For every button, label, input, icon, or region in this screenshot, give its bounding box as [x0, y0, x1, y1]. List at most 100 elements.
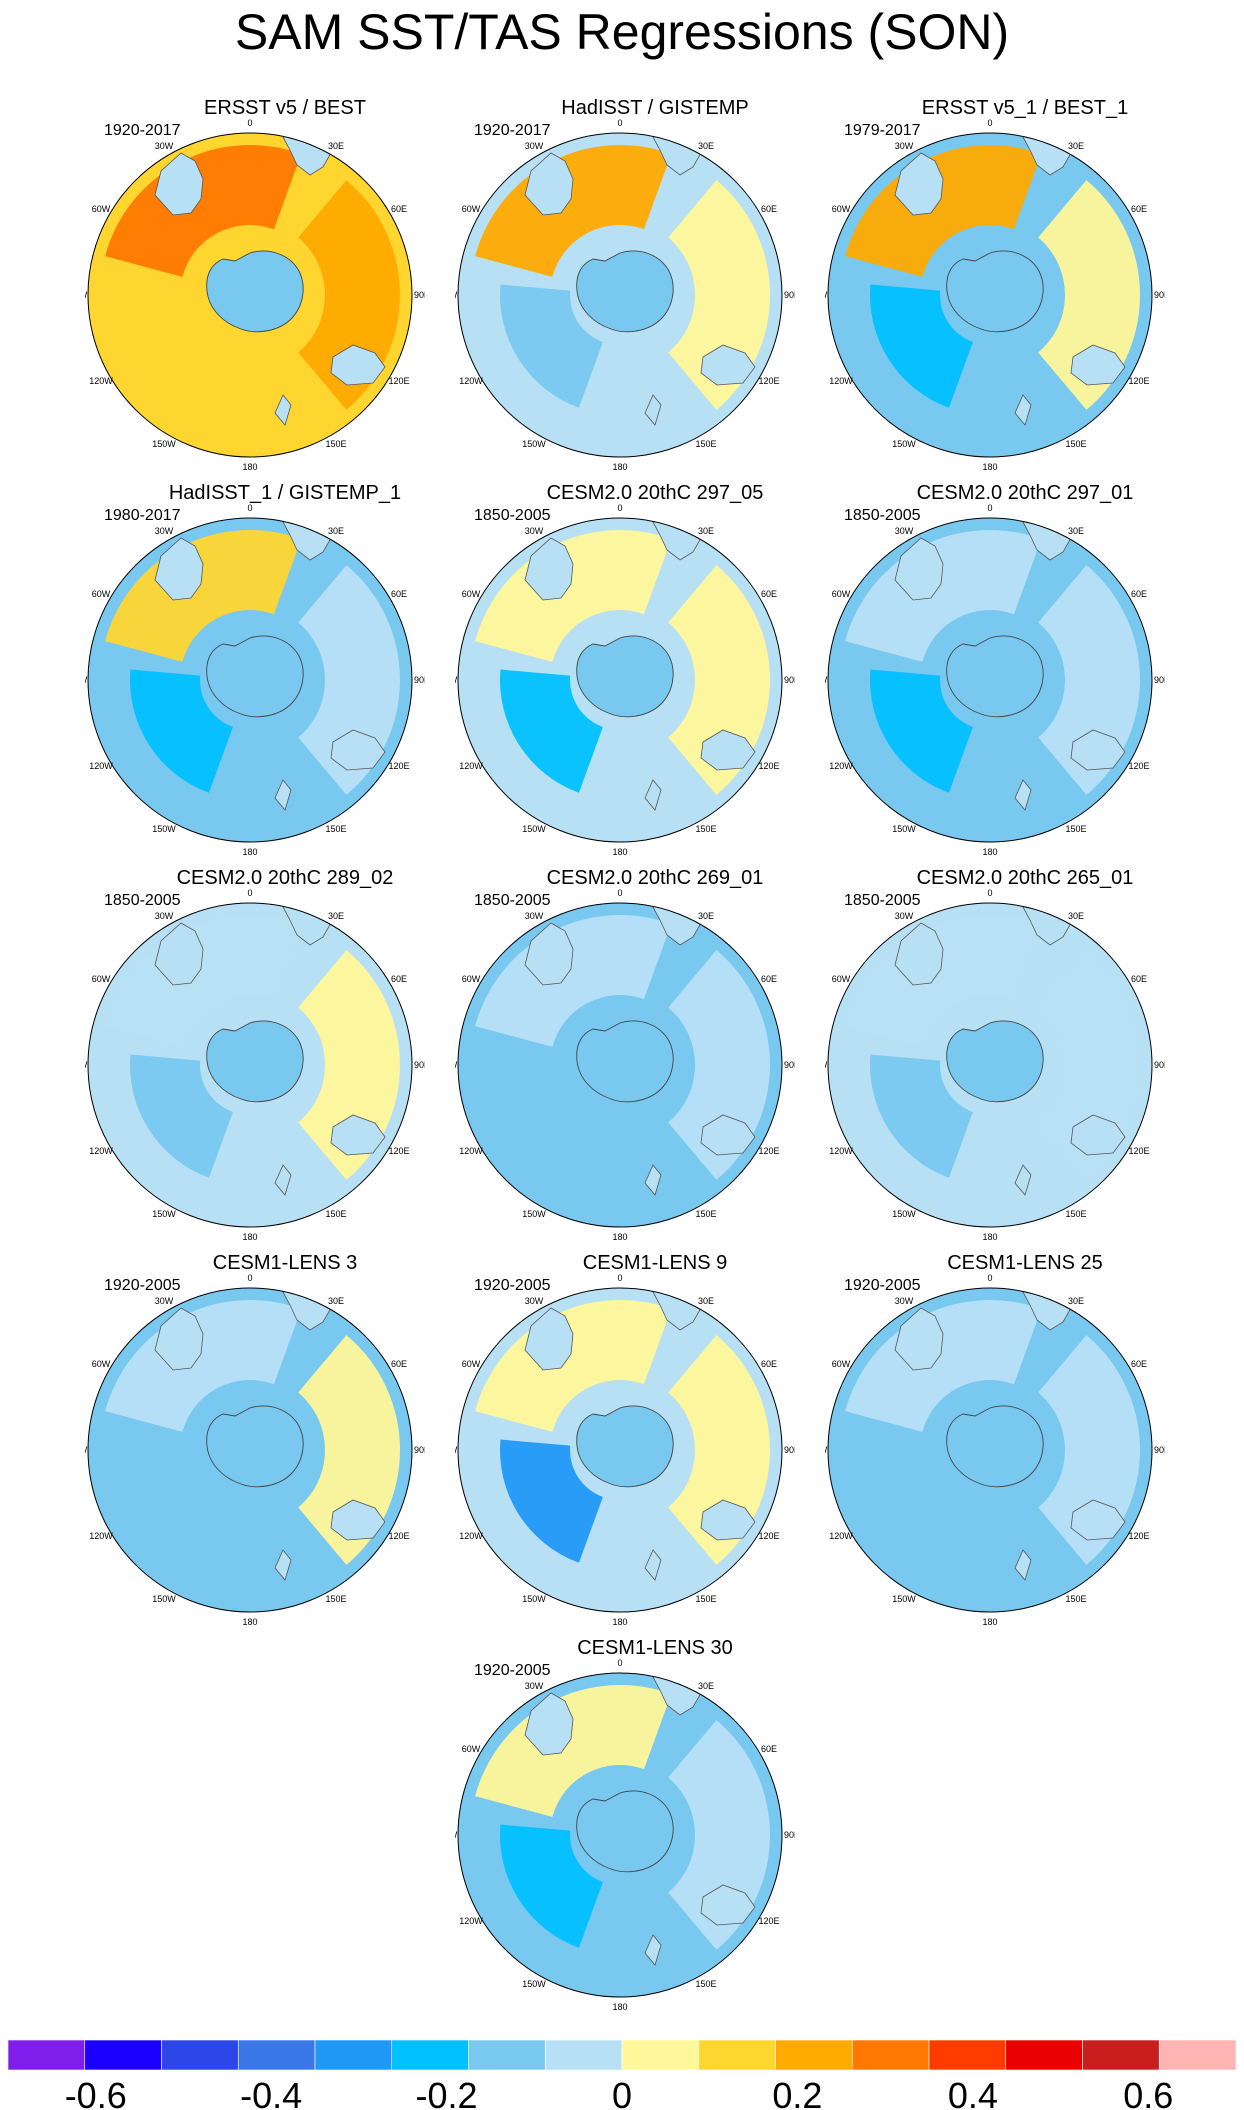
longitude-label: 90E [414, 290, 425, 300]
map-panel: CESM1-LENS 25 1920-2005 0 30E 60E 90E 120E 150E… [825, 1250, 1220, 1627]
longitude-label: 0 [617, 503, 622, 513]
panel-period: 1850-2005 [844, 507, 921, 524]
landmass-outline [894, 537, 944, 601]
longitude-label: 30E [698, 911, 714, 921]
map-boundary [457, 1287, 783, 1613]
longitude-label: 60W [92, 589, 111, 599]
longitude-label: 180 [612, 1617, 627, 1627]
longitude-label: 30W [525, 911, 544, 921]
map-panel: CESM1-LENS 30 1920-2005 0 30E 60E 90E 120E 150E… [455, 1635, 850, 2012]
longitude-label: 120W [89, 761, 113, 771]
landmass-outline [154, 1307, 204, 1371]
longitude-label: 60W [462, 1744, 481, 1754]
longitude-label: 150E [325, 1209, 346, 1219]
longitude-label: 90W [85, 675, 88, 685]
longitude-label: 90W [455, 1060, 458, 1070]
panel-title: CESM2.0 20thC 297_01 [916, 482, 1134, 504]
polar-map: 0 30E 60E 90E 120E 150E 180 150W 120W 90W 60W 30W [85, 888, 425, 1242]
longitude-label: 30E [328, 1296, 344, 1306]
longitude-label: 60E [761, 204, 777, 214]
longitude-label: 120E [388, 1146, 409, 1156]
landmass-outline [274, 1549, 292, 1581]
panel-title: CESM2.0 20thC 297_05 [546, 482, 764, 504]
longitude-label: 120E [758, 1146, 779, 1156]
longitude-label: 120E [1128, 1531, 1149, 1541]
longitude-label: 90W [455, 290, 458, 300]
map-boundary [87, 1287, 413, 1613]
longitude-label: 120E [388, 1531, 409, 1541]
longitude-label: 150W [522, 1594, 546, 1604]
map-panel: CESM1-LENS 9 1920-2005 0 30E 60E 90E 120E 150E 1… [455, 1250, 850, 1627]
longitude-label: 150W [892, 1594, 916, 1604]
landmass-outline [700, 1499, 756, 1541]
longitude-label: 30E [328, 526, 344, 536]
antarctica-outline [576, 1020, 674, 1103]
colorbar-tick-label: -0.2 [416, 2075, 478, 2110]
landmass-outline [330, 344, 386, 386]
pacific-anomaly [870, 1439, 973, 1563]
longitude-label: 60E [1131, 589, 1147, 599]
longitude-label: 90E [414, 1445, 425, 1455]
pacific-anomaly [870, 284, 973, 408]
panel-title: ERSST v5_1 / BEST_1 [921, 97, 1129, 119]
map-boundary [87, 517, 413, 843]
longitude-label: 60E [1131, 974, 1147, 984]
landmass-outline [700, 1114, 756, 1156]
longitude-label: 60W [832, 1359, 851, 1369]
landmass-outline [1070, 1499, 1126, 1541]
atlantic-anomaly [475, 1300, 672, 1432]
map-boundary [457, 132, 783, 458]
longitude-label: 180 [242, 1617, 257, 1627]
colorbar-swatch [698, 2039, 776, 2071]
atlantic-anomaly [475, 145, 672, 277]
longitude-label: 90W [825, 675, 828, 685]
antarctica-outline [206, 1020, 304, 1103]
longitude-label: 0 [247, 503, 252, 513]
colorbar-tick-label: 0.4 [948, 2075, 998, 2110]
antarctica-outline [946, 635, 1044, 718]
map-panel: CESM2.0 20thC 297_05 1850-2005 0 30E 60E 90E 1… [455, 480, 850, 857]
longitude-label: 90E [784, 1830, 795, 1840]
antarctica-outline [206, 250, 304, 333]
map-boundary [457, 517, 783, 843]
map-panel: HadISST_1 / GISTEMP_1 1980-2017 0 30E 60E 90E… [85, 480, 480, 857]
longitude-label: 120E [758, 1531, 779, 1541]
landmass-outline [1070, 1114, 1126, 1156]
panel-period: 1850-2005 [474, 507, 551, 524]
antarctica-outline [946, 1020, 1044, 1103]
panel-period: 1920-2005 [474, 1277, 551, 1294]
longitude-label: 0 [987, 503, 992, 513]
polar-map: 0 30E 60E 90E 120E 150E 180 150W 120W 90W 60W 30W [825, 888, 1165, 1242]
panel-period: 1920-2017 [104, 122, 181, 139]
map-boundary [827, 902, 1153, 1228]
atlantic-anomaly [105, 1300, 302, 1432]
colorbar-swatch [391, 2039, 469, 2071]
longitude-label: 60W [462, 204, 481, 214]
antarctica-outline [206, 635, 304, 718]
atlantic-anomaly [475, 915, 672, 1047]
longitude-label: 0 [247, 888, 252, 898]
longitude-label: 150E [1065, 824, 1086, 834]
colorbar-tick-label: 0.2 [772, 2075, 822, 2110]
panel-period: 1980-2017 [104, 507, 181, 524]
antarctica-outline [576, 1405, 674, 1488]
longitude-label: 30W [895, 141, 914, 151]
longitude-label: 60E [1131, 204, 1147, 214]
longitude-label: 60W [462, 974, 481, 984]
landmass-outline [1070, 729, 1126, 771]
longitude-label: 30W [155, 1296, 174, 1306]
longitude-label: 30E [698, 1296, 714, 1306]
longitude-label: 60W [462, 1359, 481, 1369]
longitude-label: 30W [155, 911, 174, 921]
polar-map: 0 30E 60E 90E 120E 150E 180 150W 120W 90W 60W 30W [825, 1273, 1165, 1627]
longitude-label: 150E [695, 1979, 716, 1989]
pacific-anomaly [130, 284, 233, 408]
longitude-label: 150E [695, 439, 716, 449]
longitude-label: 120E [1128, 1146, 1149, 1156]
longitude-label: 180 [982, 1617, 997, 1627]
longitude-label: 150W [892, 824, 916, 834]
longitude-label: 60W [92, 974, 111, 984]
longitude-label: 120W [459, 1531, 483, 1541]
longitude-label: 90W [85, 290, 88, 300]
